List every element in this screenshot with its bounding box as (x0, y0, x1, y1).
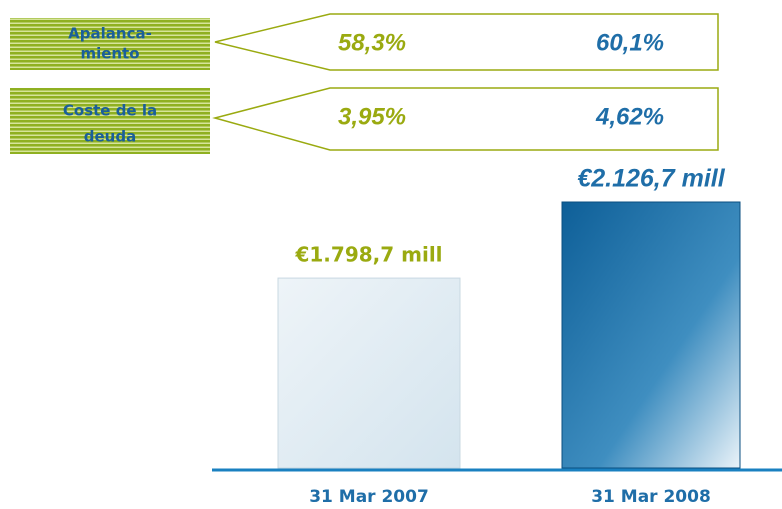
indicator-label: deuda (84, 128, 136, 146)
indicator-label: Coste de la (63, 102, 157, 120)
label-box (10, 18, 210, 70)
indicator-label: miento (80, 45, 139, 63)
indicator-value: 3,95% (338, 103, 406, 130)
callout (214, 13, 719, 71)
callout (212, 87, 719, 151)
bar (561, 201, 741, 469)
indicator-value: 4,62% (595, 103, 664, 130)
bar (277, 277, 461, 469)
x-tick-label: 31 Mar 2007 (309, 487, 429, 507)
indicator-label: Apalanca- (68, 25, 152, 43)
indicator-value: 58,3% (338, 29, 406, 56)
label-box (10, 88, 210, 154)
value-label: €2.126,7 mill (577, 165, 725, 193)
value-label: €1.798,7 mill (294, 243, 442, 267)
x-tick-label: 31 Mar 2008 (591, 487, 711, 507)
indicator-value: 60,1% (596, 29, 664, 56)
